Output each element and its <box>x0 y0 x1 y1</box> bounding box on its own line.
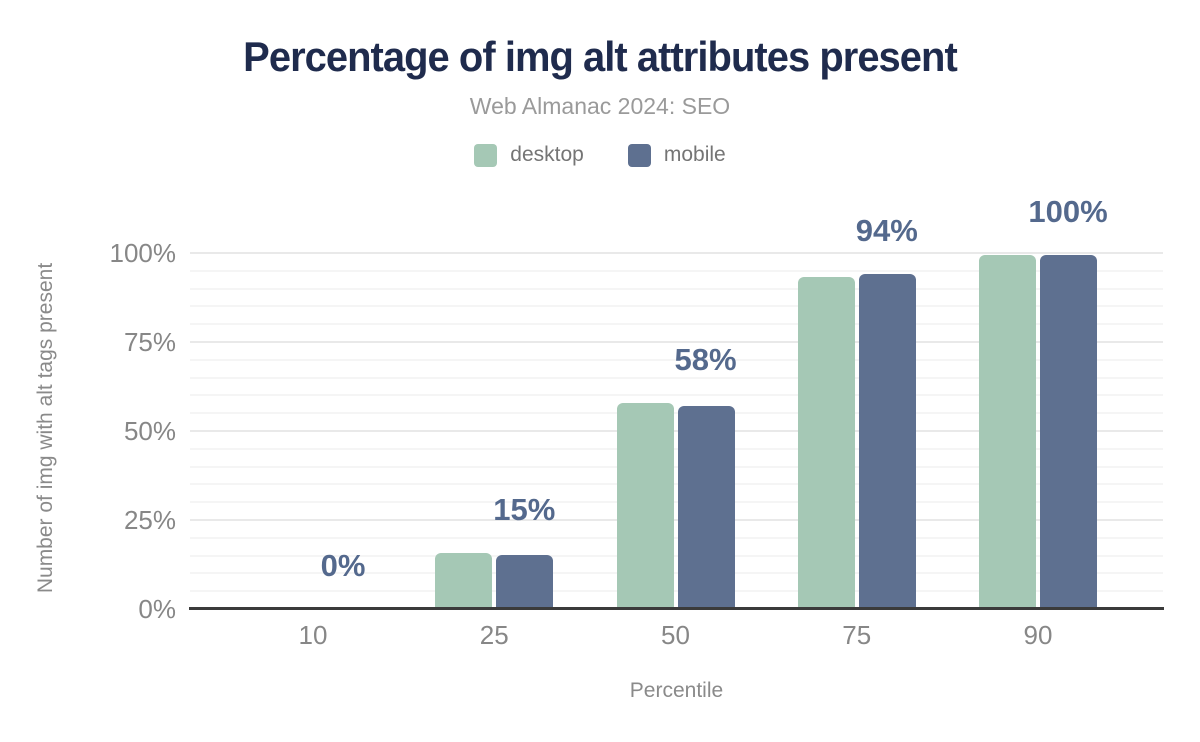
gridline-minor <box>190 412 1163 415</box>
gridline-major <box>190 519 1163 521</box>
bar-mobile-p50 <box>677 405 735 609</box>
gridline-minor <box>190 483 1163 486</box>
x-axis-title: Percentile <box>629 679 724 702</box>
value-label-p10: 0% <box>320 548 366 583</box>
gridline-minor <box>190 572 1163 575</box>
legend-swatch-desktop <box>474 143 498 167</box>
gridline-minor <box>190 501 1163 504</box>
x-tick-50: 50 <box>661 620 690 650</box>
bar-desktop-p25 <box>435 552 493 609</box>
x-tick-75: 75 <box>842 620 872 650</box>
x-tick-90: 90 <box>1023 620 1053 650</box>
legend-item-mobile[interactable]: mobile <box>627 143 726 167</box>
bar-desktop-p50 <box>616 403 674 609</box>
gridline-minor <box>190 269 1163 272</box>
gridline-minor <box>190 358 1163 361</box>
gridline-minor <box>190 536 1163 539</box>
legend-swatch-mobile <box>627 143 651 167</box>
chart-title: Percentage of img alt attributes present <box>243 33 958 80</box>
gridline-minor <box>190 287 1163 290</box>
legend-label-desktop: desktop <box>510 143 584 166</box>
y-tick-100%: 100% <box>109 238 177 268</box>
y-tick-50%: 50% <box>123 416 176 446</box>
gridline-minor <box>190 305 1163 308</box>
bar-mobile-p75 <box>858 274 916 609</box>
gridline-minor <box>190 447 1163 450</box>
value-label-p90: 100% <box>1028 193 1108 229</box>
plot-area: 0% 15% 58% 94% 100% <box>190 196 1163 609</box>
gridline-minor <box>190 323 1163 326</box>
gridline-major <box>190 341 1163 343</box>
gridline-minor <box>190 465 1163 468</box>
gridline-minor <box>190 394 1163 397</box>
legend-item-desktop[interactable]: desktop <box>474 143 584 167</box>
x-axis-line <box>189 607 1164 610</box>
legend: desktop mobile <box>0 143 1200 167</box>
gridline-minor <box>190 376 1163 379</box>
x-tick-25: 25 <box>479 620 509 650</box>
gridline-major <box>190 430 1163 432</box>
bar-desktop-p75 <box>797 276 855 609</box>
y-tick-0%: 0% <box>138 594 176 624</box>
chart-subtitle: Web Almanac 2024: SEO <box>469 93 731 119</box>
gridline-minor <box>190 590 1163 593</box>
bar-mobile-p25 <box>496 554 554 609</box>
value-label-p50: 58% <box>674 342 737 378</box>
gridline-major <box>190 252 1163 254</box>
bar-mobile-p90 <box>1040 254 1097 609</box>
bar-desktop-p90 <box>979 255 1036 609</box>
gridline-minor <box>190 554 1163 557</box>
legend-label-mobile: mobile <box>663 143 726 166</box>
y-tick-25%: 25% <box>123 505 176 535</box>
value-label-p25: 15% <box>493 491 556 527</box>
value-label-p75: 94% <box>855 213 918 249</box>
y-tick-75%: 75% <box>123 327 176 357</box>
y-axis-title: Number of img with alt tags present <box>34 262 57 594</box>
x-tick-10: 10 <box>298 620 328 650</box>
